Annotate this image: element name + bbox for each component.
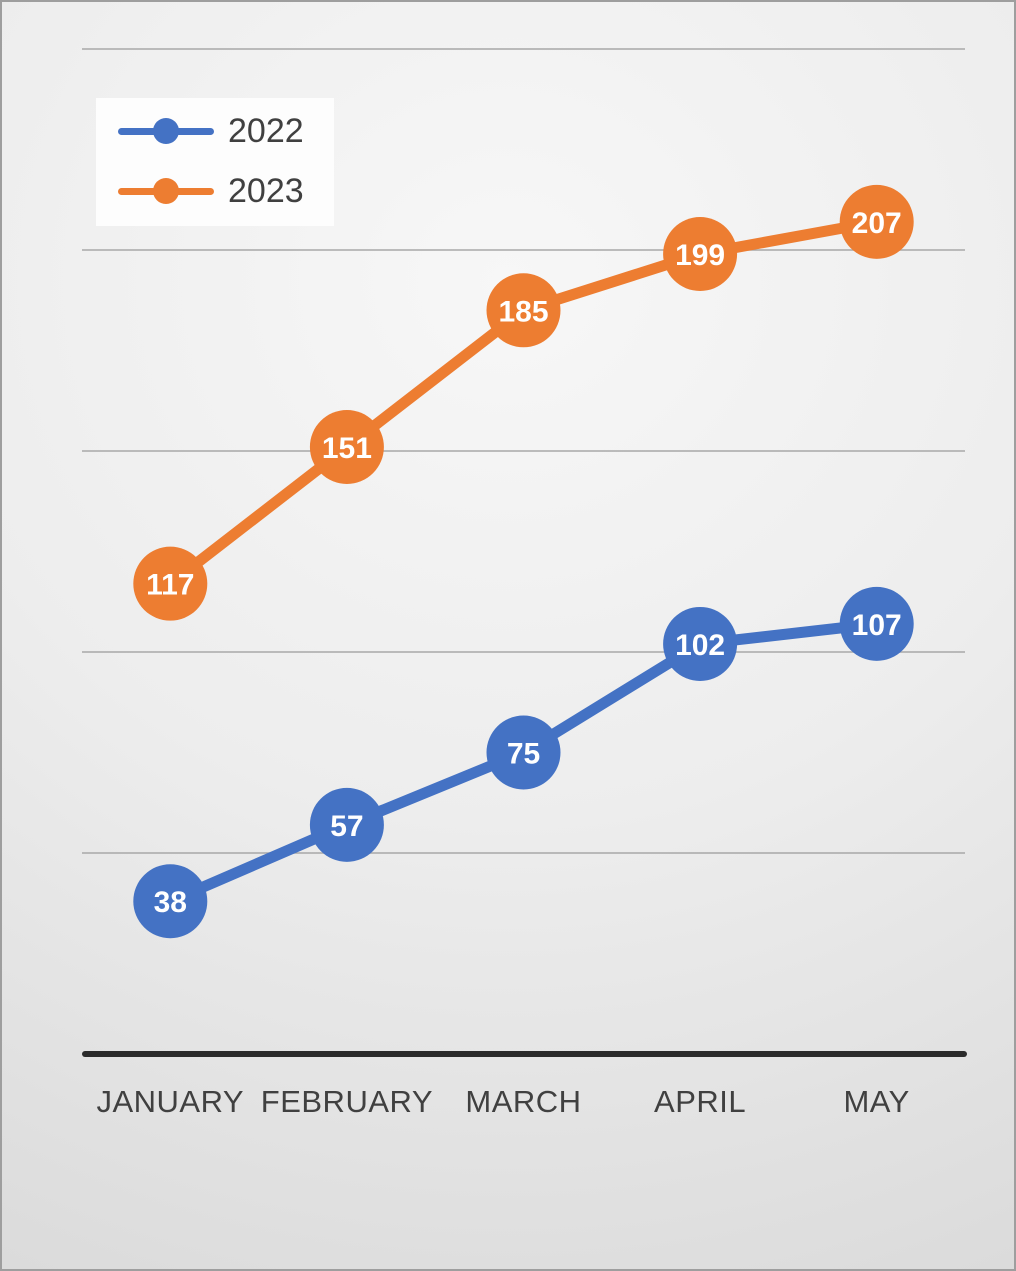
legend-marker-2022-icon xyxy=(118,117,214,145)
x-axis: JANUARY FEBRUARY MARCH APRIL MAY xyxy=(82,1084,965,1120)
x-axis-label-april: APRIL xyxy=(654,1084,747,1119)
data-point-label: 185 xyxy=(498,295,548,328)
x-axis-label-march: MARCH xyxy=(465,1084,582,1119)
legend-label-2023: 2023 xyxy=(228,172,304,210)
x-axis-label-january: JANUARY xyxy=(96,1084,245,1119)
legend-label-2022: 2022 xyxy=(228,112,304,150)
legend-item-2022: 2022 xyxy=(118,114,304,148)
chart-legend: 2022 2023 xyxy=(96,98,334,226)
data-point-marker xyxy=(309,787,384,862)
legend-marker-2023-icon xyxy=(118,177,214,205)
data-point-marker xyxy=(486,273,561,348)
data-point-marker xyxy=(309,409,384,484)
data-point-marker xyxy=(663,606,738,681)
x-axis-label-february: FEBRUARY xyxy=(260,1084,434,1119)
x-axis-label-may: MAY xyxy=(843,1084,910,1119)
data-point-marker xyxy=(663,217,738,292)
data-point-marker xyxy=(133,546,208,621)
data-point-marker xyxy=(839,184,914,259)
data-point-label: 75 xyxy=(507,738,540,771)
data-point-label: 199 xyxy=(675,239,725,272)
data-point-label: 57 xyxy=(330,810,363,843)
data-point-label: 102 xyxy=(675,629,725,662)
legend-item-2023: 2023 xyxy=(118,174,304,208)
data-point-marker xyxy=(133,864,208,939)
data-point-label: 38 xyxy=(154,886,187,919)
data-point-label: 107 xyxy=(852,609,902,642)
data-point-label: 117 xyxy=(146,569,194,602)
data-point-label: 151 xyxy=(322,432,372,465)
data-point-marker xyxy=(839,586,914,661)
data-point-marker xyxy=(486,715,561,790)
data-point-label: 207 xyxy=(852,207,902,240)
